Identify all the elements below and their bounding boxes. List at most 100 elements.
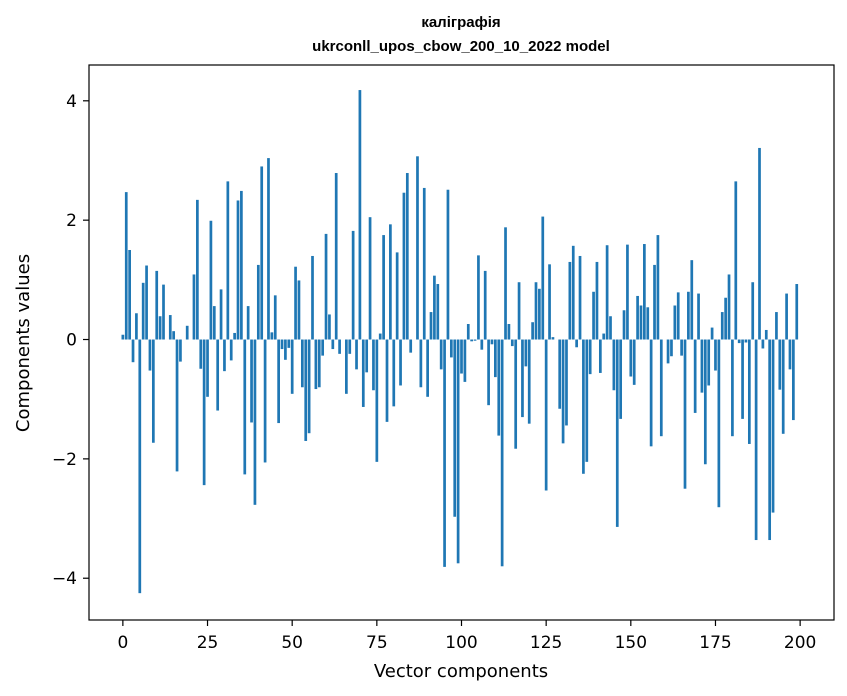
bar bbox=[135, 313, 138, 340]
bar bbox=[433, 275, 436, 340]
bars-group bbox=[121, 90, 799, 594]
bar bbox=[697, 293, 700, 340]
bar bbox=[446, 189, 450, 340]
bar bbox=[246, 306, 250, 340]
bar bbox=[233, 332, 236, 340]
bar bbox=[185, 325, 189, 340]
bar bbox=[324, 233, 328, 340]
bar bbox=[321, 339, 325, 356]
bar bbox=[683, 339, 687, 489]
bar bbox=[355, 339, 358, 370]
bar bbox=[490, 339, 494, 345]
bar bbox=[158, 316, 162, 340]
bar bbox=[527, 339, 531, 424]
bar bbox=[273, 295, 277, 340]
bar bbox=[707, 339, 711, 386]
bar bbox=[659, 339, 663, 437]
bar bbox=[311, 255, 314, 340]
bar bbox=[375, 339, 379, 462]
bar bbox=[788, 339, 792, 370]
bar bbox=[758, 147, 761, 340]
bar bbox=[307, 339, 311, 434]
bar bbox=[138, 339, 142, 594]
bar bbox=[172, 331, 176, 340]
bar bbox=[351, 230, 355, 340]
bar bbox=[507, 324, 511, 340]
bar bbox=[226, 181, 230, 340]
x-tick-label: 175 bbox=[699, 633, 731, 653]
bar bbox=[741, 339, 744, 419]
bar bbox=[747, 339, 751, 444]
bar bbox=[676, 292, 680, 340]
plot-frame bbox=[88, 64, 835, 621]
bar bbox=[328, 314, 331, 340]
bar bbox=[267, 158, 270, 340]
bar bbox=[426, 339, 429, 397]
bar bbox=[155, 270, 159, 340]
y-tick-label: 4 bbox=[66, 92, 77, 112]
bar bbox=[595, 261, 599, 340]
bar bbox=[731, 339, 734, 437]
bar bbox=[575, 339, 578, 348]
bar bbox=[670, 339, 673, 357]
bar bbox=[439, 339, 443, 370]
bar bbox=[345, 339, 348, 394]
bar bbox=[378, 333, 382, 340]
bar bbox=[358, 90, 362, 340]
bar bbox=[487, 339, 490, 406]
y-tick-label: −2 bbox=[52, 450, 77, 470]
bar bbox=[229, 339, 233, 361]
bar bbox=[290, 339, 294, 394]
bar bbox=[602, 333, 606, 340]
bar bbox=[151, 339, 155, 443]
bar bbox=[693, 339, 697, 413]
bar bbox=[223, 339, 226, 372]
bar bbox=[534, 282, 538, 340]
bar bbox=[653, 264, 656, 340]
bar bbox=[287, 339, 291, 348]
bar bbox=[260, 166, 264, 340]
bar bbox=[541, 216, 545, 340]
bar bbox=[124, 192, 128, 340]
bar bbox=[196, 199, 199, 340]
bar bbox=[615, 339, 619, 527]
bar bbox=[466, 324, 470, 340]
bar bbox=[402, 192, 406, 340]
y-tick-label: 2 bbox=[66, 211, 77, 231]
bar bbox=[175, 339, 179, 472]
bar bbox=[497, 339, 501, 436]
bar bbox=[666, 339, 670, 364]
bar bbox=[737, 339, 741, 344]
bar bbox=[202, 339, 206, 486]
bar bbox=[243, 339, 247, 475]
bar bbox=[219, 289, 223, 340]
x-tick-label: 75 bbox=[366, 633, 388, 653]
bar bbox=[263, 339, 267, 463]
bar bbox=[429, 312, 433, 340]
y-axis-ticks: −4 −2 0 2 4 bbox=[52, 92, 89, 589]
bar bbox=[212, 306, 216, 340]
bar bbox=[629, 339, 633, 377]
bar bbox=[656, 235, 660, 340]
bar bbox=[592, 291, 595, 340]
bar bbox=[517, 282, 521, 340]
bar bbox=[361, 339, 365, 407]
bar bbox=[775, 312, 778, 340]
bar bbox=[422, 187, 426, 340]
bar bbox=[317, 339, 321, 388]
bar bbox=[700, 339, 704, 393]
bar bbox=[531, 322, 534, 340]
bar bbox=[240, 190, 243, 340]
bar bbox=[385, 339, 389, 422]
bar bbox=[382, 235, 385, 340]
bar bbox=[568, 261, 572, 340]
x-axis-label: Vector components bbox=[374, 661, 548, 682]
bar bbox=[395, 252, 399, 340]
x-tick-label: 200 bbox=[784, 633, 816, 653]
bar bbox=[460, 339, 463, 374]
bar bbox=[643, 244, 646, 340]
bar bbox=[314, 339, 318, 390]
bar bbox=[399, 339, 402, 386]
bar bbox=[297, 280, 301, 340]
bar bbox=[473, 339, 477, 341]
